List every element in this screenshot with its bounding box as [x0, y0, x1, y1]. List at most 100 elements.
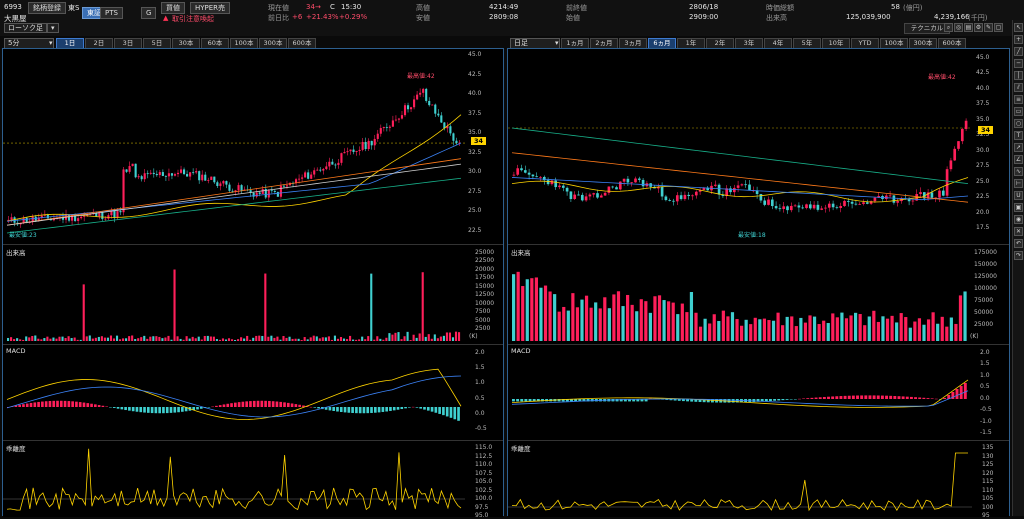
zoom-icon[interactable]: ◎	[954, 23, 963, 32]
channel-tool-icon[interactable]: ⫽	[1014, 83, 1023, 92]
volume-bar	[339, 336, 343, 341]
volume-bar	[676, 314, 680, 341]
crosshair-icon[interactable]: +	[1014, 35, 1023, 44]
cursor-icon[interactable]: ↖	[1014, 23, 1023, 32]
buy-button[interactable]: 買値	[161, 2, 185, 14]
deviation-line	[6, 448, 462, 511]
volume-bar	[626, 294, 630, 341]
right-volume-chart[interactable]	[508, 245, 1009, 345]
rect-tool-icon[interactable]: ▭	[1014, 107, 1023, 116]
macd-histogram-bar	[876, 395, 880, 399]
chevron-down-icon: ▾	[47, 23, 59, 33]
right-price-chart[interactable]	[508, 49, 1009, 244]
volume-bar	[276, 336, 279, 341]
right-macd-chart[interactable]	[508, 345, 1009, 441]
undo-icon[interactable]: ↶	[1014, 239, 1023, 248]
measure-tool-icon[interactable]: ⊢	[1014, 179, 1023, 188]
macd-histogram-bar	[211, 406, 214, 408]
moving-average-line	[6, 158, 462, 226]
angle-tool-icon[interactable]: ∠	[1014, 155, 1023, 164]
macd-histogram-bar	[177, 407, 180, 413]
print-icon[interactable]: ▤	[964, 23, 973, 32]
magnet-icon[interactable]: U	[1014, 191, 1023, 200]
left-price-chart[interactable]	[3, 49, 503, 244]
chevron-down-icon: ▾	[49, 39, 53, 47]
left-volume-axis-tick: 15000	[475, 282, 495, 290]
macd-histogram-bar	[404, 407, 407, 409]
arrow-tool-icon[interactable]: ➚	[1014, 143, 1023, 152]
vline-tool-icon[interactable]: │	[1014, 71, 1023, 80]
macd-histogram-bar	[392, 407, 396, 411]
wave-tool-icon[interactable]: ∿	[1014, 167, 1023, 176]
volume-bar	[525, 279, 529, 341]
hline-tool-icon[interactable]: ─	[1014, 59, 1023, 68]
volume-bar	[963, 291, 967, 341]
line-tool-icon[interactable]: ╱	[1014, 47, 1023, 56]
volume-bar	[91, 338, 94, 341]
right-low-annotation: 最安値:18	[738, 232, 766, 239]
volume-bar	[218, 339, 221, 341]
candle-body	[98, 211, 101, 217]
candle-body	[376, 133, 379, 139]
market-button-pts[interactable]: PTS	[100, 7, 123, 19]
volume-bar	[67, 336, 70, 341]
ellipse-tool-icon[interactable]: ○	[1014, 119, 1023, 128]
misc-button[interactable]: G	[141, 7, 157, 19]
volume-bar	[721, 310, 725, 341]
open-time: 09:00	[698, 13, 719, 21]
volume-bar	[264, 273, 267, 341]
macd-histogram-bar	[632, 399, 636, 402]
candle-body	[934, 197, 938, 199]
header-bar: 6993 銘柄登録 東S 大黒屋 東証 PTS G 買値 HYPER売 ▲ 取引…	[0, 0, 1024, 36]
volume-bar	[607, 308, 611, 341]
volume-bar	[261, 335, 264, 341]
macd-histogram-bar	[885, 395, 888, 399]
macd-histogram-bar	[524, 399, 528, 402]
trash-icon[interactable]: ✕	[1014, 227, 1023, 236]
left-macd-chart[interactable]	[3, 345, 503, 441]
market-cap-value: 58	[891, 3, 900, 11]
volume-bar	[844, 318, 849, 341]
chart-type-select[interactable]: ローソク足 ▾	[4, 23, 59, 33]
macd-histogram-bar	[897, 396, 901, 399]
right-deviation-chart[interactable]	[508, 441, 1009, 518]
macd-histogram-bar	[112, 407, 116, 408]
low-value: 28	[489, 13, 498, 21]
settings-icon[interactable]: ⚙	[974, 23, 983, 32]
macd-histogram-bar	[14, 405, 18, 407]
macd-histogram-bar	[806, 398, 810, 399]
candle-body	[554, 180, 558, 188]
left-deviation-chart[interactable]	[3, 441, 503, 518]
volume-bar	[125, 338, 128, 341]
candle-body	[759, 194, 763, 201]
register-button[interactable]: 銘柄登録	[28, 2, 66, 14]
candle-body	[630, 182, 634, 184]
window-icon[interactable]: ▢	[994, 23, 1003, 32]
volume-bar	[430, 338, 433, 341]
candle-body	[67, 214, 71, 221]
volume-bar	[826, 323, 830, 341]
candle-body	[83, 215, 86, 217]
volume-bar	[708, 323, 712, 341]
macd-histogram-bar	[290, 403, 294, 407]
left-volume-chart[interactable]	[3, 245, 503, 345]
volume-bar	[849, 315, 853, 341]
fib-tool-icon[interactable]: ≡	[1014, 95, 1023, 104]
right-price-axis-tick: 22.5	[976, 193, 990, 201]
lock-icon[interactable]: ▣	[1014, 203, 1023, 212]
edit-icon[interactable]: ✎	[984, 23, 993, 32]
macd-histogram-bar	[294, 404, 298, 407]
volume-bar	[433, 334, 436, 341]
text-tool-icon[interactable]: T	[1014, 131, 1023, 140]
right-volume-axis-tick: 75000	[974, 297, 994, 304]
volume-bar	[85, 336, 88, 341]
search-icon[interactable]: ⌕	[944, 23, 953, 32]
candle-body	[584, 196, 588, 201]
candle-body	[101, 211, 104, 220]
volume-bar	[817, 324, 821, 341]
sell-button[interactable]: HYPER売	[190, 2, 231, 14]
redo-icon[interactable]: ↷	[1014, 251, 1023, 260]
volume-bar	[603, 297, 607, 341]
volume-bar	[685, 312, 689, 341]
eye-icon[interactable]: ◉	[1014, 215, 1023, 224]
